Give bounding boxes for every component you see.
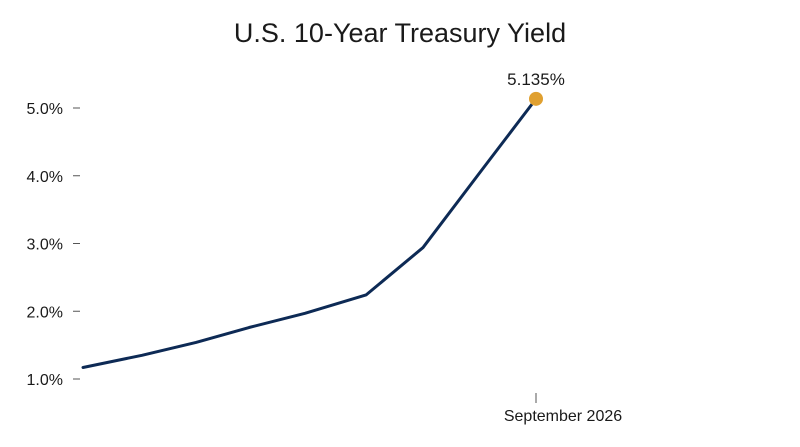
highlight-point-label: 5.135% [507, 70, 565, 89]
x-tick-label: September 2026 [504, 408, 622, 425]
y-tick-label: 1.0% [27, 372, 63, 389]
y-tick-label: 3.0% [27, 237, 63, 254]
chart-title: U.S. 10-Year Treasury Yield [233, 18, 567, 48]
series-line [81, 97, 538, 369]
y-tick-label: 4.0% [27, 169, 63, 186]
y-tick-label: 5.0% [27, 101, 63, 118]
y-tick-label: 2.0% [27, 304, 63, 321]
highlight-point-marker [529, 91, 543, 106]
